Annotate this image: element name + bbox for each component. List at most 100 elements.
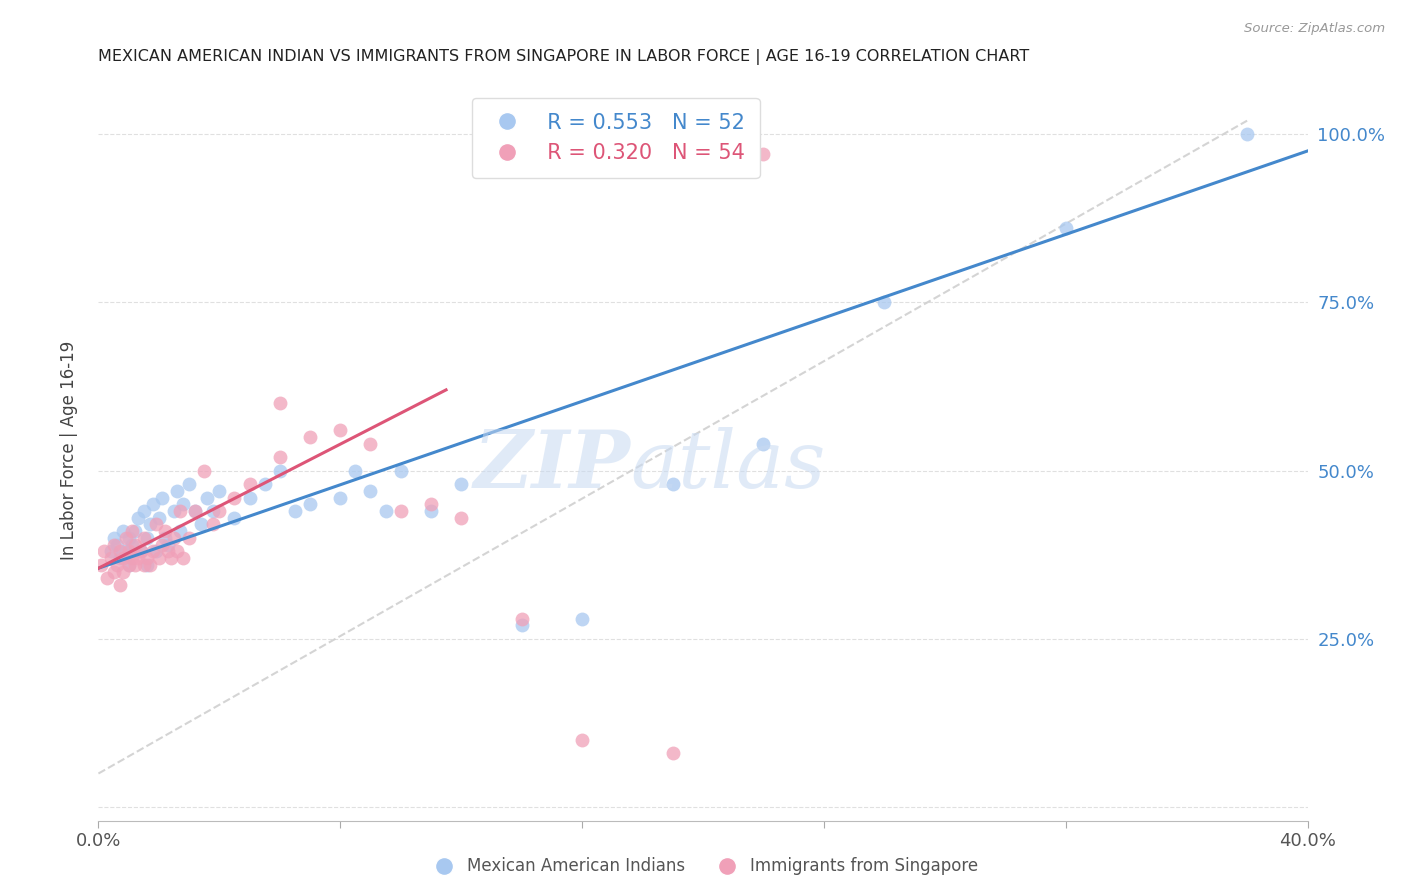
Point — [118, 558, 141, 572]
Point — [156, 538, 179, 552]
Point — [142, 544, 165, 558]
Point — [105, 538, 128, 552]
Point — [100, 544, 122, 558]
Point — [153, 524, 176, 539]
Point — [145, 544, 167, 558]
Point — [135, 558, 157, 572]
Point — [239, 477, 262, 491]
Point — [195, 491, 218, 505]
Point — [163, 504, 186, 518]
Point — [90, 558, 112, 572]
Point — [114, 531, 136, 545]
Point — [132, 558, 155, 572]
Point — [299, 497, 322, 511]
Point — [127, 510, 149, 524]
Point — [374, 504, 396, 518]
Point — [239, 491, 262, 505]
Y-axis label: In Labor Force | Age 16-19: In Labor Force | Age 16-19 — [59, 341, 77, 560]
Point — [208, 483, 231, 498]
Point — [571, 732, 593, 747]
Point — [135, 531, 157, 545]
Point — [118, 558, 141, 572]
Point — [284, 504, 307, 518]
Legend:   R = 0.553   N = 52,   R = 0.320   N = 54: R = 0.553 N = 52, R = 0.320 N = 54 — [471, 98, 759, 178]
Point — [124, 538, 146, 552]
Point — [420, 504, 443, 518]
Point — [150, 491, 173, 505]
Point — [344, 464, 367, 478]
Point — [103, 531, 125, 545]
Point — [121, 524, 143, 539]
Point — [420, 497, 443, 511]
Point — [169, 504, 191, 518]
Point — [299, 430, 322, 444]
Point — [1236, 127, 1258, 141]
Point — [661, 747, 683, 761]
Point — [96, 571, 118, 585]
Point — [156, 544, 179, 558]
Point — [118, 531, 141, 545]
Text: MEXICAN AMERICAN INDIAN VS IMMIGRANTS FROM SINGAPORE IN LABOR FORCE | AGE 16-19 : MEXICAN AMERICAN INDIAN VS IMMIGRANTS FR… — [98, 49, 1029, 65]
Point — [661, 477, 683, 491]
Point — [184, 504, 207, 518]
Point — [114, 544, 136, 558]
Point — [172, 551, 194, 566]
Point — [571, 612, 593, 626]
Point — [360, 483, 382, 498]
Point — [150, 538, 173, 552]
Point — [100, 551, 122, 566]
Point — [190, 517, 212, 532]
Point — [108, 578, 131, 592]
Point — [93, 544, 115, 558]
Point — [142, 497, 165, 511]
Point — [179, 531, 201, 545]
Point — [163, 531, 186, 545]
Point — [127, 551, 149, 566]
Point — [329, 491, 352, 505]
Point — [360, 436, 382, 450]
Point — [103, 538, 125, 552]
Point — [329, 423, 352, 437]
Point — [873, 295, 896, 310]
Point — [253, 477, 276, 491]
Point — [145, 517, 167, 532]
Point — [450, 477, 472, 491]
Point — [148, 510, 170, 524]
Legend: Mexican American Indians, Immigrants from Singapore: Mexican American Indians, Immigrants fro… — [419, 849, 987, 884]
Point — [108, 551, 131, 566]
Point — [132, 504, 155, 518]
Text: ZIP: ZIP — [474, 426, 630, 504]
Point — [208, 504, 231, 518]
Point — [124, 524, 146, 539]
Point — [389, 504, 412, 518]
Point — [389, 464, 412, 478]
Text: atlas: atlas — [630, 426, 825, 504]
Point — [752, 147, 775, 161]
Point — [224, 510, 246, 524]
Point — [510, 612, 533, 626]
Point — [111, 565, 134, 579]
Point — [153, 531, 176, 545]
Point — [111, 551, 134, 566]
Point — [148, 551, 170, 566]
Point — [132, 531, 155, 545]
Point — [139, 517, 162, 532]
Point — [139, 558, 162, 572]
Text: Source: ZipAtlas.com: Source: ZipAtlas.com — [1244, 22, 1385, 36]
Point — [224, 491, 246, 505]
Point — [179, 477, 201, 491]
Point — [108, 544, 131, 558]
Point — [160, 551, 183, 566]
Point — [202, 517, 225, 532]
Point — [166, 483, 188, 498]
Point — [752, 436, 775, 450]
Point — [202, 504, 225, 518]
Point — [129, 544, 152, 558]
Point — [111, 524, 134, 539]
Point — [169, 524, 191, 539]
Point — [269, 396, 291, 410]
Point — [121, 551, 143, 566]
Point — [450, 510, 472, 524]
Point — [135, 551, 157, 566]
Point — [105, 558, 128, 572]
